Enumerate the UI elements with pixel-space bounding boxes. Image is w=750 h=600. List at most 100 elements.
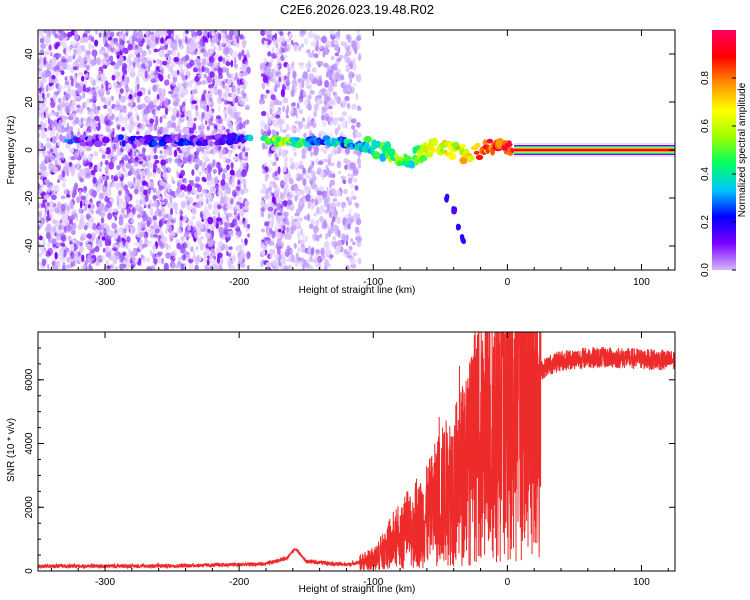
noise-speckle — [300, 189, 305, 196]
noise-speckle — [242, 162, 247, 169]
noise-speckle — [94, 245, 100, 253]
noise-speckle — [228, 263, 232, 270]
noise-speckle — [222, 84, 226, 89]
noise-speckle — [80, 195, 86, 201]
noise-speckle — [304, 188, 308, 194]
noise-speckle — [101, 154, 106, 159]
noise-speckle — [292, 107, 297, 116]
noise-speckle — [336, 201, 341, 207]
noise-speckle — [201, 94, 206, 102]
signal-blob — [448, 153, 457, 161]
noise-speckle — [163, 262, 169, 270]
noise-speckle — [272, 161, 277, 166]
noise-speckle — [183, 82, 187, 90]
noise-speckle — [97, 208, 102, 216]
noise-speckle — [138, 160, 143, 165]
noise-speckle — [319, 43, 323, 50]
y-tick-label: 4000 — [24, 432, 35, 455]
noise-speckle — [149, 57, 154, 62]
noise-speckle — [307, 99, 311, 105]
noise-speckle — [285, 156, 289, 162]
noise-speckle — [205, 243, 209, 250]
noise-speckle — [263, 169, 266, 174]
noise-speckle — [294, 221, 301, 227]
noise-speckle — [43, 57, 47, 66]
noise-speckle — [190, 30, 196, 34]
noise-speckle — [286, 76, 290, 85]
noise-speckle — [132, 207, 136, 215]
noise-speckle — [125, 241, 129, 249]
noise-speckle — [268, 149, 272, 155]
signal-blob — [467, 155, 475, 162]
noise-speckle — [146, 97, 152, 102]
noise-speckle — [185, 236, 189, 241]
noise-speckle — [164, 173, 169, 181]
noise-speckle — [285, 38, 291, 43]
noise-speckle — [322, 192, 328, 201]
noise-speckle — [240, 238, 244, 244]
noise-speckle — [96, 255, 100, 260]
noise-speckle — [185, 36, 188, 45]
noise-speckle — [58, 84, 62, 92]
noise-speckle — [128, 164, 133, 172]
noise-speckle — [221, 216, 227, 223]
noise-speckle — [152, 172, 156, 178]
noise-speckle — [225, 222, 232, 228]
noise-speckle — [115, 117, 119, 121]
noise-speckle — [305, 194, 311, 202]
noise-speckle — [93, 151, 99, 157]
noise-speckle — [157, 251, 163, 256]
noise-speckle — [224, 106, 227, 111]
noise-speckle — [221, 243, 226, 250]
noise-speckle — [105, 80, 109, 86]
noise-speckle — [84, 70, 88, 74]
noise-speckle — [141, 147, 146, 155]
noise-speckle — [315, 219, 320, 227]
noise-speckle — [276, 156, 279, 161]
noise-speckle — [165, 228, 168, 235]
signal-blob — [408, 160, 416, 169]
noise-speckle — [207, 233, 211, 239]
noise-speckle — [282, 129, 287, 133]
noise-speckle — [299, 65, 304, 69]
noise-speckle — [181, 88, 187, 94]
noise-speckle — [285, 108, 289, 116]
noise-speckle — [53, 226, 56, 233]
noise-speckle — [290, 253, 295, 263]
noise-speckle — [173, 86, 180, 95]
noise-speckle — [245, 119, 250, 125]
noise-speckle — [313, 103, 319, 112]
noise-speckle — [242, 253, 246, 260]
noise-speckle — [177, 162, 182, 167]
noise-speckle — [92, 177, 97, 184]
noise-speckle — [161, 70, 165, 74]
noise-speckle — [83, 206, 88, 212]
noise-speckle — [139, 54, 144, 61]
noise-speckle — [324, 259, 330, 268]
noise-speckle — [150, 33, 156, 42]
noise-speckle — [317, 160, 324, 166]
noise-speckle — [281, 181, 286, 186]
noise-speckle — [96, 237, 99, 246]
noise-speckle — [262, 130, 268, 137]
noise-speckle — [135, 199, 139, 204]
noise-speckle — [103, 104, 108, 110]
noise-speckle — [188, 258, 194, 264]
noise-speckle — [60, 234, 67, 242]
noise-speckle — [122, 173, 129, 178]
noise-speckle — [350, 87, 355, 94]
noise-speckle — [352, 62, 357, 71]
noise-speckle — [163, 236, 168, 242]
noise-speckle — [273, 228, 279, 233]
noise-speckle — [227, 196, 232, 201]
noise-speckle — [329, 111, 334, 117]
noise-speckle — [102, 247, 106, 253]
noise-speckle — [87, 220, 94, 229]
noise-speckle — [260, 207, 265, 212]
noise-speckle — [280, 88, 285, 98]
signal-blob — [208, 140, 214, 147]
noise-speckle — [318, 166, 322, 173]
noise-speckle — [233, 57, 237, 66]
noise-speckle — [43, 98, 48, 106]
noise-speckle — [202, 80, 206, 85]
